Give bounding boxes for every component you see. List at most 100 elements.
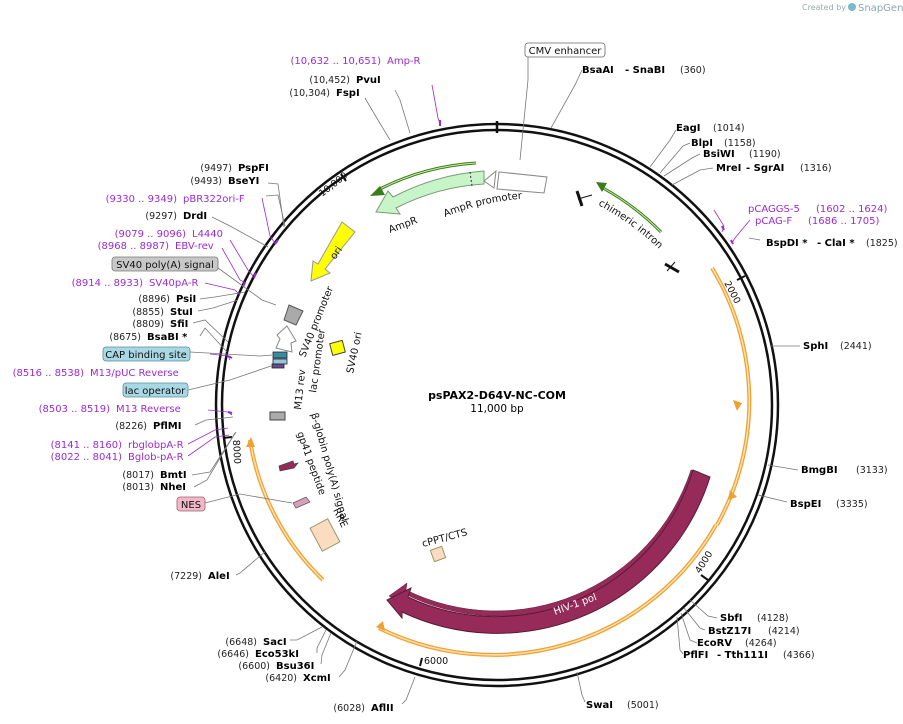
rbglob-pos: (8141 .. 8160) [51, 440, 123, 451]
ampr-promoter-label: AmpR promoter [442, 191, 523, 220]
drdi-pos: (9297) [145, 211, 177, 222]
sv40pa-label: SV40pA-R [149, 278, 198, 289]
pvui-label: PvuI [356, 75, 381, 86]
bsiwi-pos: (1190) [749, 149, 781, 160]
mrei-label: MreI [716, 163, 741, 174]
bseyi-label: BseYI [228, 176, 259, 187]
bsaai-label: BsaAI [582, 65, 614, 76]
plasmid-size: 11,000 bp [470, 403, 524, 415]
sv40pa-pos: (8914 .. 8933) [72, 278, 144, 289]
nes-box: NES [176, 493, 293, 512]
tick-8000: 8000 [230, 440, 242, 465]
m13-rev-label: M13 rev [293, 369, 308, 411]
clai-label: - ClaI * [817, 238, 855, 249]
tth111i-label: - Tth111I [717, 650, 768, 661]
swai-label: SwaI [586, 700, 613, 711]
cap-binding-label: CAP binding site [105, 350, 187, 361]
pcag-label: pCAG-F [755, 216, 792, 227]
bspei-label: BspEI [790, 499, 821, 510]
bsu36i-label: Bsu36I [276, 661, 314, 672]
pflmi-label: PflMI [153, 421, 181, 432]
swai-pos: (5001) [627, 700, 659, 711]
sphi-label: SphI [803, 341, 828, 352]
saci-pos: (6648) [225, 637, 257, 648]
fspi-label: FspI [336, 88, 360, 99]
sbfi-pos: (4128) [757, 613, 789, 624]
pbr322-pos: (9330 .. 9349) [106, 194, 178, 205]
bstz17i-label: BstZ17I [708, 626, 751, 637]
sfii-label: SfiI [170, 319, 188, 330]
ampr-label: AmpR [387, 215, 419, 236]
bspdi-label: BspDI * [766, 238, 808, 249]
stui-label: StuI [170, 307, 193, 318]
pflmi-pos: (8226) [115, 421, 147, 432]
sfii-pos: (8809) [132, 319, 164, 330]
fspi-pos: (10,304) [289, 88, 330, 99]
psii-pos: (8896) [138, 294, 170, 305]
sphi-pos: (2441) [840, 341, 872, 352]
alei-label: AleI [208, 571, 230, 582]
gp41-feature [278, 460, 299, 472]
ampr-promoter-arrow [483, 169, 497, 189]
cap-binding-box: CAP binding site [102, 346, 273, 362]
ebv-pos: (8968 .. 8987) [98, 241, 170, 252]
psii-label: PsiI [176, 294, 196, 305]
sv40-ori-feature [329, 339, 346, 356]
bmgbi-label: BmgBI [801, 465, 838, 476]
pflfi-pos: (4366) [783, 650, 815, 661]
m13-rev-box [271, 363, 285, 369]
nes-feature [292, 496, 311, 509]
ebv-label: EBV-rev [175, 241, 214, 252]
sv40-ori-label: SV40 ori [345, 331, 365, 374]
snapgene-logo-icon [848, 3, 856, 11]
m13rev-pos: (8503 .. 8519) [39, 404, 111, 415]
cmv-enhancer-label: CMV enhancer [529, 46, 603, 57]
sv40-polya-box: SV40 poly(A) signal [111, 256, 277, 306]
bsu36i-pos: (6600) [238, 661, 270, 672]
blpi-label: BlpI [691, 138, 713, 149]
rbglob-label: rbglobpA-R [128, 440, 184, 451]
pspfi-label: PspFI [238, 163, 269, 174]
xcmi-label: XcmI [303, 673, 331, 684]
ampr-promoter-feature [496, 171, 548, 194]
snabi-label: - SnaBI [625, 65, 665, 76]
nhei-pos: (8013) [122, 482, 154, 493]
watermark-created-by: Created by [802, 3, 846, 12]
cap-site-box [272, 351, 288, 359]
enzyme-leader-lines [191, 69, 800, 705]
bglobin-feature [269, 411, 286, 421]
bseyi-pos: (9493) [190, 176, 222, 187]
alei-pos: (7229) [170, 571, 202, 582]
bmgbi-pos: (3133) [856, 465, 888, 476]
cppt-label: cPPT/CTS [421, 527, 469, 550]
plasmid-name: psPAX2-D64V-NC-COM [428, 389, 566, 402]
sgrai-label: - SgrAI [746, 163, 784, 174]
pcag-pos: (1686 .. 1705) [808, 216, 880, 227]
bsabi-pos: (8675) [109, 332, 141, 343]
ampr-primer-pos: (10,632 .. 10,651) [291, 56, 382, 67]
bmti-label: BmtI [160, 470, 187, 481]
tick-6000: 6000 [424, 656, 448, 667]
bspei-pos: (3335) [836, 499, 868, 510]
eagi-pos: (1014) [713, 123, 745, 134]
bglob-label: Bglob-pA-R [128, 452, 184, 463]
blpi-pos: (1158) [724, 138, 756, 149]
saci-label: SacI [263, 637, 287, 648]
xcmi-pos: (6420) [265, 673, 297, 684]
bspdi-pos: (1825) [866, 238, 898, 249]
aflii-label: AflII [371, 703, 394, 714]
m13puc-pos: (8516 .. 8538) [13, 368, 85, 379]
bstz17i-pos: (4214) [768, 626, 800, 637]
pspfi-pos: (9497) [200, 163, 232, 174]
m13puc-label: M13/pUC Reverse [90, 368, 179, 379]
ampr-primer-label: Amp-R [387, 56, 421, 67]
lac-operator-box: lac operator [122, 365, 272, 398]
watermark-brand: SnapGene [858, 3, 903, 14]
sbfi-label: SbfI [720, 613, 742, 624]
lac-promoter-feature [275, 325, 297, 353]
primer-leader-lines [187, 84, 751, 457]
hiv1-pol-feature [386, 469, 711, 634]
ampr-feature [375, 170, 485, 215]
primer-site-marks [227, 120, 734, 414]
